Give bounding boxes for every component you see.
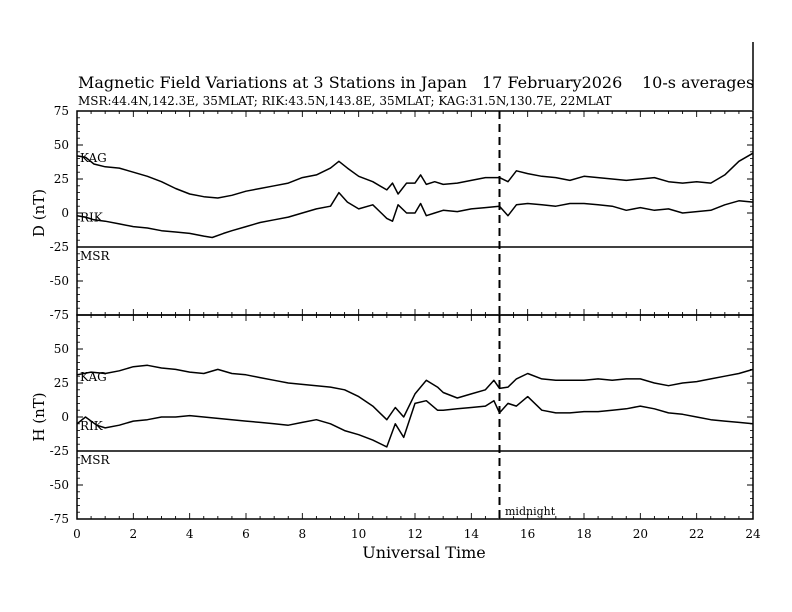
series-label-H-RIK: RIK [80,419,104,433]
series-line-H-KAG [76,364,754,421]
d-axis-label: D (nT) [30,189,48,237]
x-tick-label-5: 10 [351,527,366,541]
x-tick-label-8: 16 [520,527,535,541]
x-tick-label-12: 24 [745,527,761,541]
x-tick-label-4: 8 [299,527,307,541]
y-tick-label-H-4: -25 [50,444,69,458]
y-tick-label-H-3: 0 [61,410,69,424]
chart-title: Magnetic Field Variations at 3 Stations … [78,73,467,92]
y-tick-label-D-0: 75 [54,104,69,118]
y-tick-label-D-3: 0 [61,206,69,220]
series-label-D-KAG: KAG [80,151,107,165]
x-tick-label-6: 12 [407,527,422,541]
series-line-D-RIK [76,191,754,239]
y-tick-label-H-6: -75 [50,512,69,526]
y-tick-label-H-1: 50 [54,342,69,356]
x-tick-label-1: 2 [130,527,138,541]
y-tick-label-D-1: 50 [54,138,69,152]
chart-averaging: 10-s averages [642,73,754,92]
series-line-D-KAG [76,152,754,199]
series-label-D-RIK: RIK [80,211,104,225]
y-tick-label-D-6: -75 [50,308,69,322]
x-tick-label-10: 20 [633,527,648,541]
x-axis-label: Universal Time [362,543,485,562]
y-tick-label-D-2: 25 [54,172,69,186]
x-tick-label-0: 0 [73,527,81,541]
h-axis-label: H (nT) [30,392,48,441]
series-label-H-MSR: MSR [80,453,111,467]
x-tick-label-9: 18 [576,527,591,541]
y-tick-label-H-5: -50 [50,478,69,492]
x-tick-label-11: 22 [689,527,704,541]
series-label-D-MSR: MSR [80,249,111,263]
y-tick-label-D-4: -25 [50,240,69,254]
x-tick-label-3: 6 [242,527,250,541]
series-label-H-KAG: KAG [80,370,107,384]
series-line-H-RIK [76,395,754,448]
x-tick-label-2: 4 [186,527,194,541]
stations-info: MSR:44.4N,142.3E, 35MLAT; RIK:43.5N,143.… [78,94,612,108]
y-tick-label-D-5: -50 [50,274,69,288]
x-tick-label-7: 14 [464,527,480,541]
y-tick-label-H-2: 25 [54,376,69,390]
midnight-label: midnight [505,505,556,518]
chart-date: 17 February2026 [482,73,622,92]
